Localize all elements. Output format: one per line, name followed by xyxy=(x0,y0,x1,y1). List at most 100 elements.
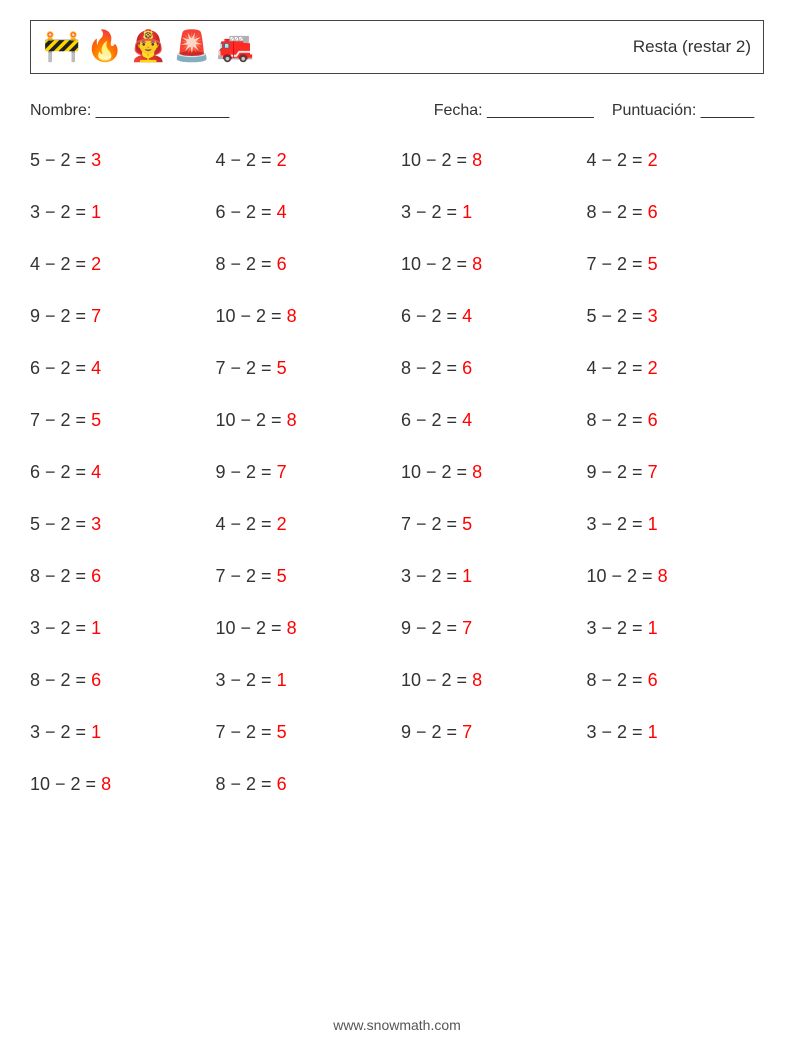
problem: 9 − 2 = 7 xyxy=(216,462,394,483)
answer: 8 xyxy=(287,306,297,326)
problem: 7 − 2 = 5 xyxy=(587,254,765,275)
answer: 8 xyxy=(658,566,668,586)
problem: 7 − 2 = 5 xyxy=(216,566,394,587)
answer: 1 xyxy=(462,566,472,586)
answer: 1 xyxy=(91,202,101,222)
problem: 9 − 2 = 7 xyxy=(587,462,765,483)
answer: 8 xyxy=(472,462,482,482)
problem: 3 − 2 = 1 xyxy=(587,722,765,743)
answer: 3 xyxy=(91,514,101,534)
answer: 2 xyxy=(91,254,101,274)
problem: 6 − 2 = 4 xyxy=(30,358,208,379)
problem: 10 − 2 = 8 xyxy=(401,670,579,691)
answer: 6 xyxy=(277,254,287,274)
answer: 2 xyxy=(648,150,658,170)
answer: 7 xyxy=(462,722,472,742)
answer: 2 xyxy=(277,150,287,170)
answer: 1 xyxy=(277,670,287,690)
problem: 3 − 2 = 1 xyxy=(401,566,579,587)
problem: 8 − 2 = 6 xyxy=(587,410,765,431)
problem: 6 − 2 = 4 xyxy=(401,306,579,327)
problem: 5 − 2 = 3 xyxy=(30,150,208,171)
answer: 5 xyxy=(648,254,658,274)
answer: 8 xyxy=(472,254,482,274)
problem: 8 − 2 = 6 xyxy=(216,774,394,795)
answer: 6 xyxy=(462,358,472,378)
problem: 3 − 2 = 1 xyxy=(587,514,765,535)
problem: 10 − 2 = 8 xyxy=(30,774,208,795)
answer: 5 xyxy=(277,566,287,586)
problem: 10 − 2 = 8 xyxy=(401,254,579,275)
answer: 5 xyxy=(462,514,472,534)
firefighter-icon: 👨‍🚒 xyxy=(130,32,167,62)
footer-url: www.snowmath.com xyxy=(0,1017,794,1033)
answer: 5 xyxy=(91,410,101,430)
answer: 3 xyxy=(648,306,658,326)
header-box: 🚧 🔥 👨‍🚒 🚨 🚒 Resta (restar 2) xyxy=(30,20,764,74)
answer: 6 xyxy=(277,774,287,794)
score-field: Puntuación: ______ xyxy=(612,102,754,120)
answer: 5 xyxy=(277,722,287,742)
answer: 1 xyxy=(462,202,472,222)
header-icons: 🚧 🔥 👨‍🚒 🚨 🚒 xyxy=(43,32,254,62)
problem: 7 − 2 = 5 xyxy=(401,514,579,535)
answer: 8 xyxy=(287,410,297,430)
problem: 3 − 2 = 1 xyxy=(587,618,765,639)
answer: 2 xyxy=(648,358,658,378)
answer: 4 xyxy=(91,358,101,378)
answer: 1 xyxy=(91,618,101,638)
info-row: Nombre: _______________ Fecha: _________… xyxy=(30,102,764,120)
answer: 6 xyxy=(91,670,101,690)
problem: 10 − 2 = 8 xyxy=(401,462,579,483)
answer: 1 xyxy=(91,722,101,742)
problems-grid: 5 − 2 = 3 4 − 2 = 2 10 − 2 = 8 4 − 2 = 2 3 −… xyxy=(30,150,764,795)
answer: 4 xyxy=(462,410,472,430)
problem: 8 − 2 = 6 xyxy=(216,254,394,275)
problem: 4 − 2 = 2 xyxy=(216,514,394,535)
answer: 8 xyxy=(472,150,482,170)
problem: 3 − 2 = 1 xyxy=(401,202,579,223)
problem: 8 − 2 = 6 xyxy=(587,670,765,691)
problem: 8 − 2 = 6 xyxy=(401,358,579,379)
answer: 8 xyxy=(101,774,111,794)
alarm-icon: 🚨 xyxy=(173,32,210,62)
problem: 3 − 2 = 1 xyxy=(30,618,208,639)
worksheet-title: Resta (restar 2) xyxy=(633,37,751,57)
answer: 8 xyxy=(287,618,297,638)
answer: 6 xyxy=(648,410,658,430)
answer: 1 xyxy=(648,722,658,742)
answer: 4 xyxy=(277,202,287,222)
problem: 8 − 2 = 6 xyxy=(587,202,765,223)
answer: 7 xyxy=(462,618,472,638)
problem: 5 − 2 = 3 xyxy=(587,306,765,327)
problem: 9 − 2 = 7 xyxy=(30,306,208,327)
problem: 6 − 2 = 4 xyxy=(30,462,208,483)
problem: 10 − 2 = 8 xyxy=(401,150,579,171)
problem: 6 − 2 = 4 xyxy=(401,410,579,431)
answer: 3 xyxy=(91,150,101,170)
answer: 7 xyxy=(277,462,287,482)
answer: 8 xyxy=(472,670,482,690)
problem: 7 − 2 = 5 xyxy=(216,722,394,743)
answer: 2 xyxy=(277,514,287,534)
answer: 6 xyxy=(91,566,101,586)
name-field: Nombre: _______________ xyxy=(30,102,434,120)
problem: 4 − 2 = 2 xyxy=(587,150,765,171)
answer: 4 xyxy=(91,462,101,482)
answer: 5 xyxy=(277,358,287,378)
problem: 10 − 2 = 8 xyxy=(216,306,394,327)
problem: 3 − 2 = 1 xyxy=(30,722,208,743)
problem: 10 − 2 = 8 xyxy=(216,618,394,639)
worksheet-page: 🚧 🔥 👨‍🚒 🚨 🚒 Resta (restar 2) Nombre: ___… xyxy=(0,0,794,1053)
problem: 6 − 2 = 4 xyxy=(216,202,394,223)
problem: 9 − 2 = 7 xyxy=(401,618,579,639)
answer: 6 xyxy=(648,202,658,222)
barrier-icon: 🚧 xyxy=(43,32,80,62)
problem: 3 − 2 = 1 xyxy=(30,202,208,223)
problem: 10 − 2 = 8 xyxy=(587,566,765,587)
problem: 4 − 2 = 2 xyxy=(216,150,394,171)
problem: 5 − 2 = 3 xyxy=(30,514,208,535)
answer: 7 xyxy=(91,306,101,326)
problem: 4 − 2 = 2 xyxy=(587,358,765,379)
date-field: Fecha: ____________ xyxy=(434,102,594,120)
